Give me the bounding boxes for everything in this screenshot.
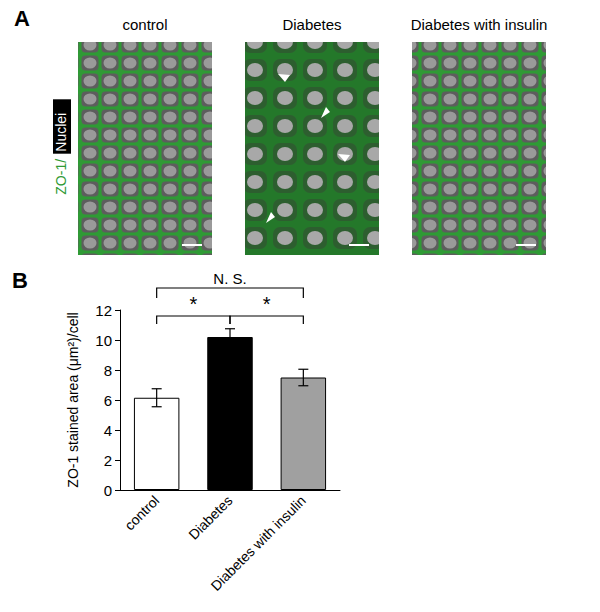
svg-text:2: 2 xyxy=(104,452,112,469)
svg-text:B: B xyxy=(12,268,28,293)
svg-text:Nuclei: Nuclei xyxy=(53,113,69,152)
svg-text:Diabetes with insulin: Diabetes with insulin xyxy=(411,16,548,33)
svg-text:Diabetes: Diabetes xyxy=(185,492,235,542)
svg-text:*: * xyxy=(263,293,271,315)
svg-text:Diabetes: Diabetes xyxy=(282,16,341,33)
svg-text:ZO-1 stained area (μm²)/cell: ZO-1 stained area (μm²)/cell xyxy=(65,312,81,487)
svg-text:*: * xyxy=(189,293,197,315)
svg-text:A: A xyxy=(14,6,30,31)
svg-text:4: 4 xyxy=(104,422,112,439)
svg-text:Diabetes with insulin: Diabetes with insulin xyxy=(208,492,309,593)
svg-text:6: 6 xyxy=(104,392,112,409)
svg-text:ZO-1/: ZO-1/ xyxy=(53,159,69,195)
svg-text:10: 10 xyxy=(95,332,112,349)
svg-text:control: control xyxy=(121,492,162,533)
svg-text:8: 8 xyxy=(104,362,112,379)
svg-text:N. S.: N. S. xyxy=(213,270,246,287)
svg-text:control: control xyxy=(122,16,167,33)
svg-text:0: 0 xyxy=(104,482,112,499)
svg-text:12: 12 xyxy=(95,302,112,319)
